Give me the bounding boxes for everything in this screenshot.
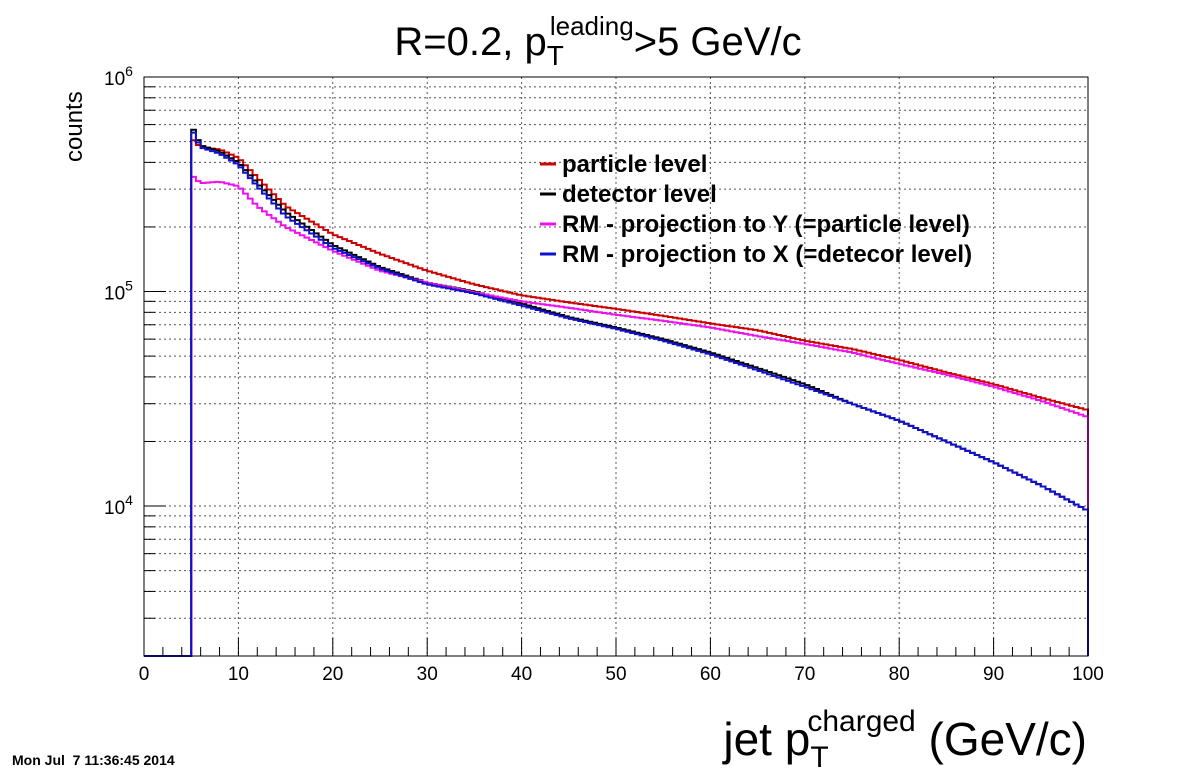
y-tick-label: 105 — [104, 278, 133, 305]
y-tick-label: 104 — [104, 492, 133, 519]
x-tick-label: 70 — [794, 664, 815, 685]
x-tick-label: 100 — [1072, 664, 1104, 685]
legend: particle level detector level RM - project… — [540, 151, 972, 268]
grid — [143, 77, 1089, 657]
y-axis-label: counts — [61, 91, 88, 162]
legend-label-0: particle level — [562, 151, 707, 178]
x-tick-label: 80 — [889, 664, 910, 685]
series-group — [144, 128, 1089, 657]
x-tick-label: 20 — [322, 664, 343, 685]
x-tick-label: 40 — [511, 664, 532, 685]
x-tick-label: 60 — [700, 664, 721, 685]
x-tick-label: 50 — [605, 664, 626, 685]
series-line-3 — [144, 131, 1089, 657]
x-axis-label: jet pTcharged (GeV/c) — [721, 705, 1087, 772]
series-line-2 — [144, 175, 1089, 657]
x-tick-label: 90 — [983, 664, 1004, 685]
x-tick-label: 10 — [228, 664, 249, 685]
legend-label-2: RM - projection to Y (=particle level) — [562, 211, 970, 238]
chart-title: R=0.2, pTleading>5 GeV/c — [394, 11, 801, 71]
x-tick-label: 0 — [139, 664, 150, 685]
series-line-0 — [144, 139, 1089, 657]
legend-label-1: detector level — [562, 181, 717, 208]
y-tick-label: 106 — [104, 63, 133, 90]
axes: 0 10 20 30 40 50 60 70 80 90 100 104 105 106 — [104, 63, 1104, 685]
legend-label-3: RM - projection to X (=detecor level) — [562, 241, 972, 268]
timestamp: Mon Jul 7 11:36:45 2014 — [12, 752, 175, 768]
x-tick-label: 30 — [417, 664, 438, 685]
